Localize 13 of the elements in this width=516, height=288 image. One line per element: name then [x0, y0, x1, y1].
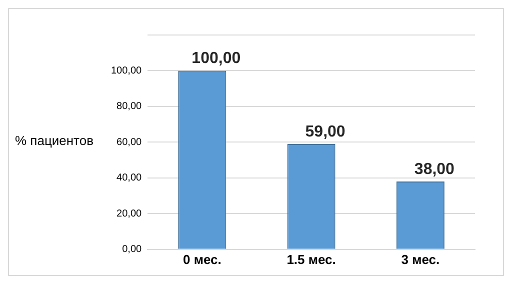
y-tick-label: 20,00	[116, 208, 142, 220]
y-tick-label: 80,00	[116, 101, 142, 112]
y-tick-label: 60,00	[116, 136, 142, 148]
y-axis-title: % пациентов	[15, 133, 94, 148]
y-tick-label: 0,00	[122, 244, 142, 256]
data-label: 38,00	[414, 160, 455, 178]
x-tick-label: 3 мес.	[401, 252, 440, 267]
data-label: 59,00	[305, 123, 346, 140]
x-tick-label: 1.5 мес.	[286, 252, 336, 267]
y-tick-label: 100,00	[110, 65, 142, 76]
data-label: 100,00	[192, 50, 241, 68]
y-tick-label: 40,00	[116, 172, 142, 184]
x-tick-label: 0 мес.	[182, 252, 222, 267]
